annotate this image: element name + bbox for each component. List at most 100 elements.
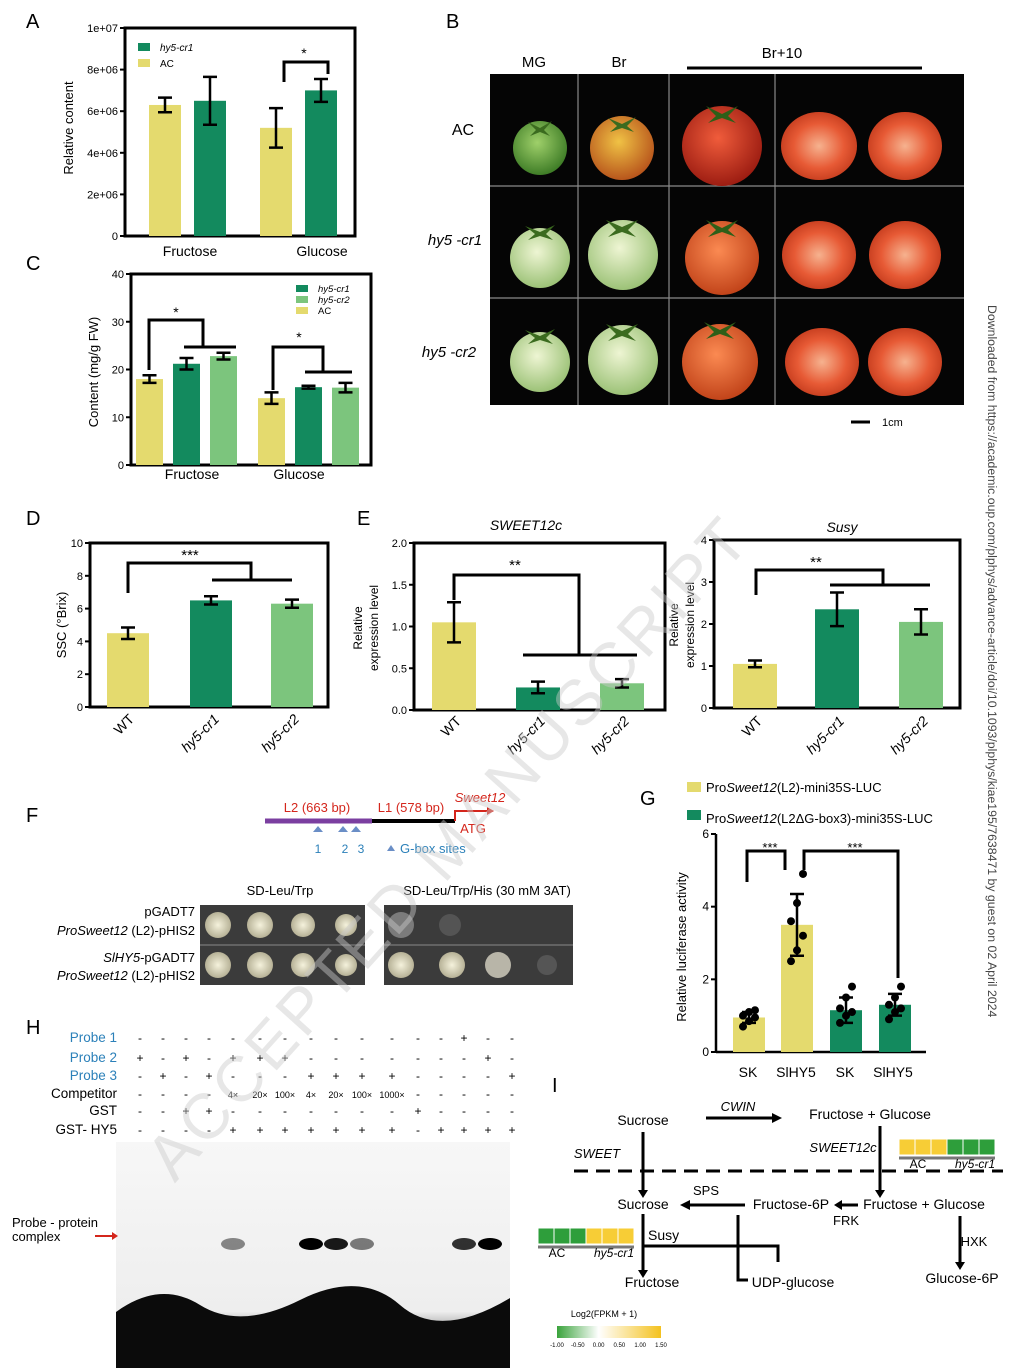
chart-e2-bar-0-err: [748, 659, 762, 669]
legend-c-ac: AC: [318, 306, 331, 317]
transporter-sweet12c: SWEET12c: [809, 1140, 877, 1155]
emsa-cell-4-11: +: [414, 1104, 421, 1118]
emsa-cell-3-9: 100×: [352, 1090, 372, 1100]
node-f6p: Fructose-6P: [753, 1196, 829, 1212]
emsa-cell-1-5: +: [256, 1051, 263, 1065]
emsa-cell-2-8: +: [332, 1069, 339, 1083]
chart-c-bar-hy5-cr1-0-err: [179, 356, 194, 371]
emsa-cell-4-0: -: [138, 1104, 142, 1118]
chart-c-bar-hy5-cr2-0: [210, 356, 237, 465]
chart-c-bar-hy5-cr1-1-err: [301, 384, 316, 390]
chart-d-tick-2: 4: [77, 636, 83, 648]
emsa-cell-4-3: +: [205, 1104, 212, 1118]
chart-e1-bar-2-err: [615, 677, 629, 689]
emsa-cell-2-9: +: [358, 1069, 365, 1083]
chart-a-bar-hy5-cr1-1: [305, 90, 337, 237]
chart-g-point-0-4: [745, 1008, 753, 1017]
chart-c-ylabel: Content (mg/g FW): [86, 317, 101, 428]
chart-c-bar-AC-1: [258, 398, 285, 465]
emsa-table: Probe 1 - - - - - - - - - - - - - + - - Probe 2 + - + - + + + - - -…: [51, 1030, 516, 1137]
panel-label-b: B: [446, 11, 459, 33]
col-br10: Br+10: [762, 45, 802, 62]
chart-d-bar-2-err: [285, 598, 299, 610]
chart-e2-cat-2: hy5-cr2: [887, 713, 931, 757]
emsa-cell-5-4: +: [229, 1123, 236, 1137]
chart-g-point-1-5: [799, 869, 807, 878]
chart-e2-bar-2-err: [914, 608, 928, 636]
colorscale-title: Log2(FPKM + 1): [571, 1309, 637, 1319]
chart-e1-ylabel1: Relative: [351, 606, 365, 650]
gbox-label: G-box sites: [400, 841, 466, 856]
emsa-cell-0-3: -: [207, 1031, 211, 1045]
chart-e2-tick-3: 3: [701, 577, 707, 589]
emsa-cell-2-10: +: [388, 1069, 395, 1083]
emsa-cell-0-11: -: [416, 1031, 420, 1045]
chart-g-cat-1: SlHY5: [776, 1064, 816, 1080]
chart-e2-bar-2: [899, 621, 943, 708]
chart-g-cat-0: SK: [739, 1064, 758, 1080]
emsa-cell-3-11: -: [416, 1087, 420, 1101]
chart-c-cat-glucose: Glucose: [273, 466, 325, 482]
chart-a-tick-3: 6e+06: [87, 106, 118, 118]
legend-a-swatch-cr1: [138, 43, 150, 51]
emsa-cell-1-0: +: [136, 1051, 143, 1065]
emsa-cell-2-13: -: [462, 1069, 466, 1083]
chart-g-cat-2: SK: [836, 1064, 855, 1080]
emsa-cell-3-10: 1000×: [379, 1090, 404, 1100]
chart-d-bar-0-err: [121, 626, 135, 641]
emsa-cell-0-13: +: [460, 1031, 467, 1045]
emsa-cell-4-4: -: [231, 1104, 235, 1118]
chart-d-tick-5: 10: [71, 538, 83, 550]
chart-e2-sig: **: [810, 554, 822, 571]
chart-g-point-3-0: [885, 1015, 893, 1024]
chart-d-bar-1: [190, 600, 232, 707]
panel-label-g: G: [640, 788, 656, 810]
panel-label-h: H: [26, 1017, 40, 1039]
chart-g-point-3-3: [885, 1000, 893, 1009]
chart-a-tick-5: 1e+07: [87, 23, 118, 35]
chart-e2-tick-1: 1: [701, 661, 707, 673]
chart-e2-title: Susy: [826, 519, 858, 535]
emsa-cell-1-10: -: [390, 1051, 394, 1065]
chart-c-bar-hy5-cr2-0-err: [216, 351, 231, 361]
gbox-2: 2: [342, 842, 349, 856]
chart-a-bar-AC-1-err: [269, 106, 283, 149]
chart-a-bar-hy5-cr1-0-err: [203, 75, 217, 126]
media-1: SD-Leu/Trp: [247, 883, 314, 898]
emsa-cell-4-10: -: [390, 1104, 394, 1118]
emsa-cell-5-6: +: [281, 1123, 288, 1137]
panel-label-c: C: [26, 253, 40, 275]
emsa-cell-3-14: -: [486, 1087, 490, 1101]
emsa-cell-5-5: +: [256, 1123, 263, 1137]
emsa-cell-4-15: -: [510, 1104, 514, 1118]
chart-c-bar-AC-0: [136, 379, 163, 465]
gbox-1: 1: [315, 842, 322, 856]
gel-band-0: [221, 1238, 245, 1250]
emsa-cell-5-9: +: [358, 1123, 365, 1137]
heat-bot-ac: AC: [549, 1246, 566, 1260]
emsa-cell-2-5: -: [258, 1069, 262, 1083]
emsa-cell-3-1: -: [161, 1087, 165, 1101]
emsa-cell-2-1: +: [159, 1069, 166, 1083]
chart-g-sig-1: ***: [762, 840, 777, 855]
legend-a-cr1: hy5-cr1: [160, 43, 193, 54]
colorscale-tick-2: 0.00: [593, 1343, 605, 1349]
scale-bar-label: 1cm: [882, 417, 903, 429]
chart-a: Relative content 0 2e+06 4e+06 6e+06 8e+06 1e…: [61, 23, 357, 259]
node-g6p: Glucose-6P: [925, 1270, 998, 1286]
emsa-cell-0-1: -: [161, 1031, 165, 1045]
emsa-cell-0-8: -: [334, 1031, 338, 1045]
emsa-cell-3-7: 4×: [306, 1090, 316, 1100]
chart-c-frame: [129, 272, 373, 467]
chart-g-point-1-2: [799, 931, 807, 940]
yeast-assay: SD-Leu/Trp SD-Leu/Trp/His (30 mM 3AT) pG…: [57, 883, 573, 985]
chart-g-point-1-4: [793, 899, 801, 908]
chart-e1-title: SWEET12c: [490, 517, 562, 533]
chart-c-tick-0: 0: [118, 460, 124, 472]
enzyme-sps: SPS: [693, 1183, 719, 1198]
chart-g-tick-0: 0: [702, 1045, 709, 1059]
chart-c-bar-AC-1-err: [264, 391, 279, 406]
chart-g-point-1-0: [787, 957, 795, 966]
emsa-cell-0-12: -: [439, 1031, 443, 1045]
chart-g: ProSweet12(L2)-mini35S-LUC ProSweet12(L2…: [674, 780, 933, 1080]
